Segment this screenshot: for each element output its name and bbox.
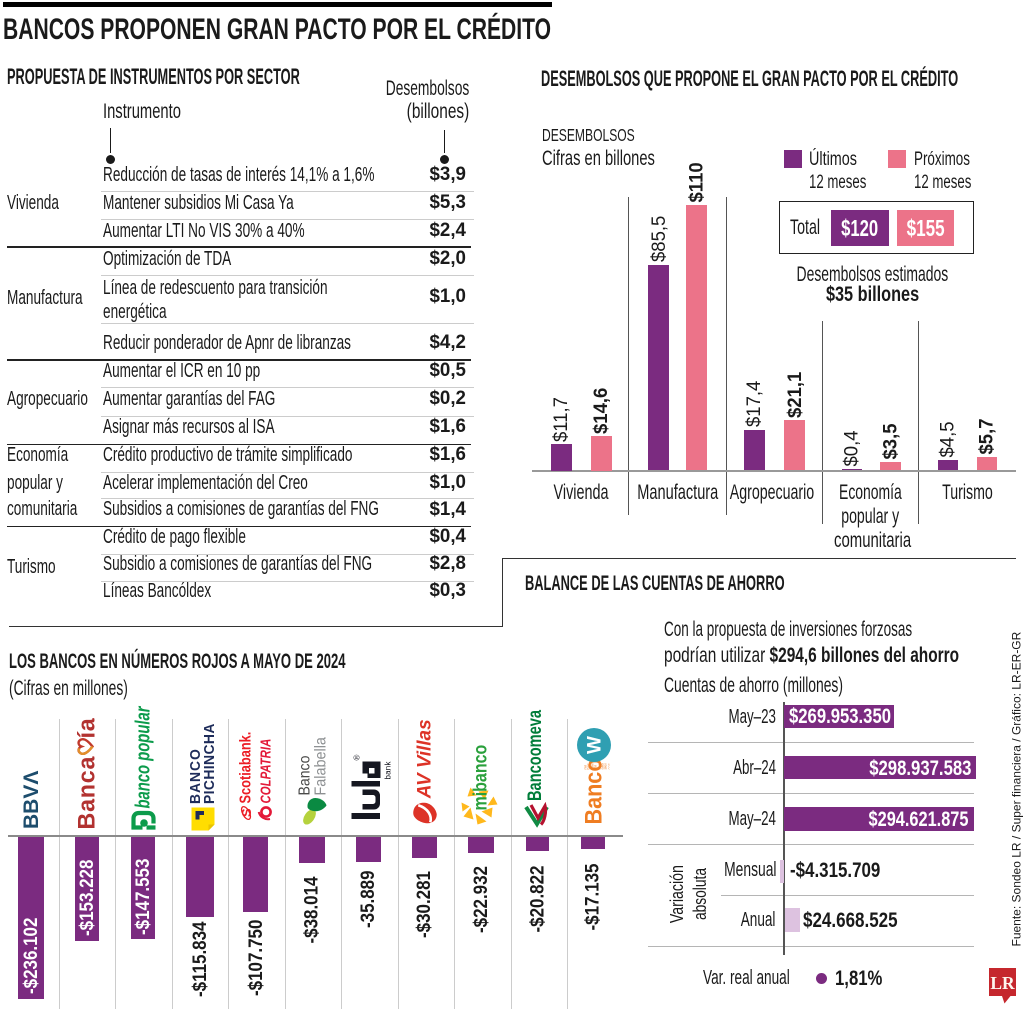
svg-text:bank: bank xyxy=(383,760,392,779)
svg-text:W: W xyxy=(584,736,605,754)
svg-text:LR: LR xyxy=(990,973,1015,993)
svg-text:®: ® xyxy=(352,754,361,760)
svg-text:S: S xyxy=(239,808,254,817)
